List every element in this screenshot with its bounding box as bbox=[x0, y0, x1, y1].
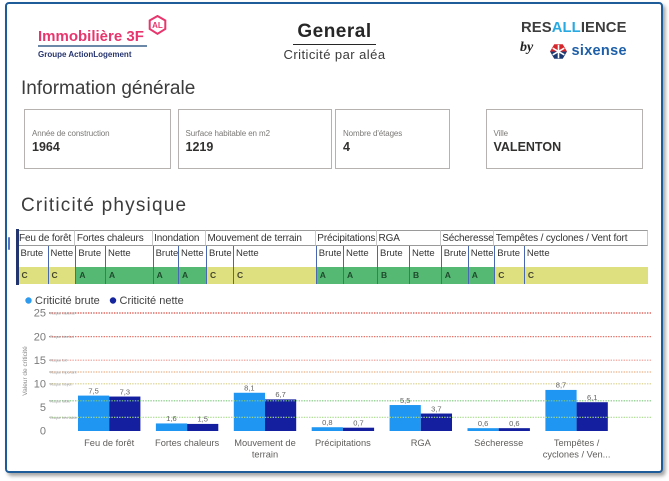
svg-text:8,7: 8,7 bbox=[556, 381, 566, 390]
svg-text:0,6: 0,6 bbox=[478, 419, 488, 428]
svg-text:Risque moyen: Risque moyen bbox=[50, 382, 72, 386]
svg-text:Risque très fort: Risque très fort bbox=[50, 335, 74, 339]
svg-text:0: 0 bbox=[40, 426, 46, 438]
svg-text:Criticité nette: Criticité nette bbox=[120, 295, 184, 307]
svg-text:0,7: 0,7 bbox=[353, 418, 363, 427]
svg-text:Risque faible: Risque faible bbox=[50, 399, 70, 403]
svg-text:20: 20 bbox=[34, 331, 46, 343]
svg-text:25: 25 bbox=[34, 308, 46, 320]
svg-text:7,5: 7,5 bbox=[88, 386, 98, 395]
svg-text:AL: AL bbox=[152, 21, 163, 30]
svg-text:5: 5 bbox=[40, 402, 46, 414]
svg-text:RGA: RGA bbox=[411, 438, 432, 448]
svg-text:8,1: 8,1 bbox=[244, 384, 254, 393]
svg-text:Risque maximal: Risque maximal bbox=[50, 312, 75, 316]
svg-text:Précipitations: Précipitations bbox=[315, 438, 371, 448]
svg-text:Feu de forêt: Feu de forêt bbox=[84, 438, 135, 448]
svg-text:3,7: 3,7 bbox=[431, 404, 441, 413]
svg-text:10: 10 bbox=[34, 379, 46, 391]
svg-text:1,5: 1,5 bbox=[197, 415, 207, 424]
svg-text:6,1: 6,1 bbox=[587, 393, 597, 402]
svg-text:Criticité brute: Criticité brute bbox=[35, 295, 100, 307]
svg-text:Risque très faible: Risque très faible bbox=[50, 416, 77, 420]
svg-text:cyclones / Ven...: cyclones / Ven... bbox=[543, 449, 611, 459]
svg-text:terrain: terrain bbox=[252, 449, 278, 459]
svg-text:Mouvement de: Mouvement de bbox=[234, 438, 296, 448]
svg-text:7,3: 7,3 bbox=[120, 387, 130, 396]
svg-text:0,6: 0,6 bbox=[509, 419, 519, 428]
svg-text:1,6: 1,6 bbox=[166, 414, 176, 423]
svg-text:Risque important: Risque important bbox=[50, 371, 76, 375]
svg-text:Valeur de criticité: Valeur de criticité bbox=[22, 346, 29, 396]
svg-text:5,5: 5,5 bbox=[400, 396, 410, 405]
svg-text:15: 15 bbox=[34, 355, 46, 367]
svg-text:6,7: 6,7 bbox=[275, 390, 285, 399]
svg-text:Risque fort: Risque fort bbox=[50, 359, 67, 363]
svg-text:Sécheresse: Sécheresse bbox=[474, 438, 523, 448]
svg-text:0,8: 0,8 bbox=[322, 418, 332, 427]
svg-text:Tempêtes /: Tempêtes / bbox=[554, 438, 600, 448]
svg-text:Fortes chaleurs: Fortes chaleurs bbox=[155, 438, 219, 448]
